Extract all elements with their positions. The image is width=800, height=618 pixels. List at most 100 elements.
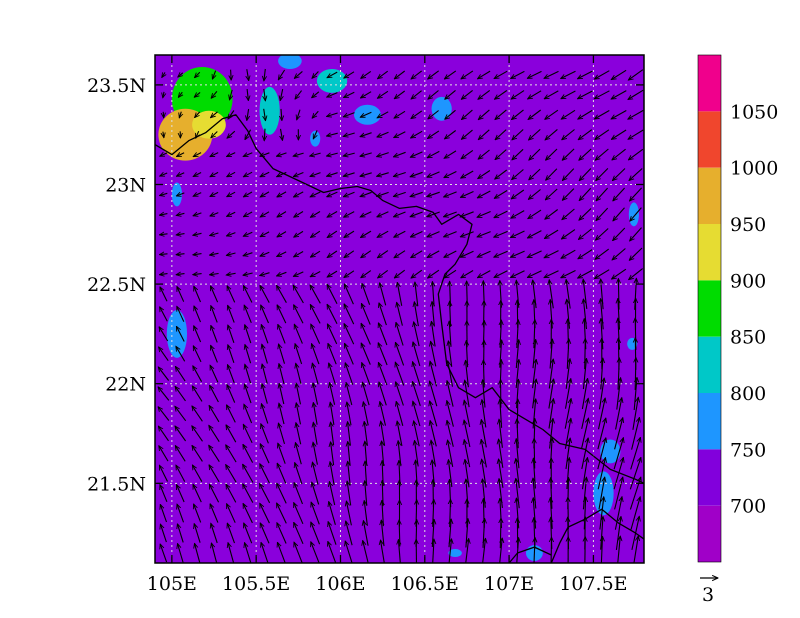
- wind-vector: [293, 285, 304, 304]
- wind-vector: [448, 460, 453, 488]
- wind-vector: [294, 251, 304, 257]
- wind-vector: [529, 168, 541, 180]
- wind-vector: [310, 324, 321, 344]
- wind-vector: [630, 227, 642, 241]
- wind-vector: [178, 91, 182, 97]
- wind-vector: [326, 324, 338, 345]
- wind-vector: [264, 68, 265, 81]
- contour-patch: [448, 549, 462, 558]
- wind-vector: [410, 151, 423, 158]
- wind-vector: [562, 188, 575, 201]
- y-tick-label: 22.5N: [87, 274, 146, 296]
- wind-vector: [163, 91, 164, 98]
- wind-vector: [210, 504, 219, 523]
- wind-vector: [430, 401, 438, 427]
- wind-vector: [192, 386, 203, 402]
- wind-vector: [534, 419, 535, 449]
- wind-vector: [243, 286, 253, 303]
- contour-patch: [628, 202, 639, 227]
- wind-vector: [244, 523, 253, 544]
- wind-vector: [532, 359, 537, 389]
- wind-vector: [347, 481, 352, 506]
- wind-vector: [534, 518, 535, 549]
- wind-vector: [494, 190, 508, 199]
- wind-vector: [550, 300, 552, 329]
- wind-vector: [414, 421, 420, 447]
- wind-vector: [243, 231, 253, 237]
- wind-vector: [499, 459, 504, 488]
- wind-vector: [331, 442, 335, 466]
- wind-vector: [328, 343, 337, 365]
- wind-vector: [330, 402, 335, 425]
- wind-vector: [210, 253, 219, 255]
- colorbar-label: 750: [730, 439, 766, 461]
- wind-vector: [160, 485, 168, 503]
- wind-vector: [460, 250, 474, 258]
- wind-vector: [495, 90, 508, 100]
- wind-vector: [377, 211, 389, 218]
- wind-vector: [211, 131, 218, 138]
- wind-vector: [163, 111, 164, 118]
- wind-vector: [260, 171, 270, 178]
- wind-vector: [561, 109, 576, 119]
- wind-vector: [464, 400, 471, 428]
- wind-vector: [399, 460, 400, 487]
- wind-vector: [312, 71, 319, 79]
- wind-vector: [534, 300, 535, 329]
- wind-vector: [243, 444, 254, 463]
- wind-vector: [193, 213, 202, 216]
- wind-vector: [615, 398, 622, 430]
- wind-vector: [565, 359, 570, 389]
- wind-vector: [361, 230, 372, 237]
- wind-vector: [329, 502, 336, 525]
- wind-vector: [545, 188, 558, 200]
- wind-vector: [313, 383, 319, 405]
- wind-vector: [533, 280, 537, 309]
- wind-vector: [632, 397, 638, 430]
- colorbar-box: [698, 167, 721, 224]
- wind-vector: [565, 438, 570, 469]
- wind-vector: [193, 172, 202, 177]
- wind-vector: [193, 366, 203, 382]
- wind-vector: [595, 148, 609, 160]
- wind-vector: [394, 131, 406, 139]
- boundary-line: [155, 114, 644, 484]
- wind-vector: [611, 110, 627, 120]
- wind-vector: [192, 484, 202, 503]
- wind-vector: [293, 522, 304, 545]
- wind-vector: [397, 302, 403, 326]
- wind-vector: [398, 441, 402, 467]
- wind-vector: [330, 462, 335, 486]
- wind-vector: [378, 323, 388, 346]
- wind-vector: [261, 424, 269, 444]
- wind-vector: [226, 445, 237, 463]
- wind-vector: [466, 519, 468, 548]
- wind-vector: [614, 418, 623, 450]
- x-tick-label: 107.5E: [559, 573, 627, 595]
- wind-vector: [579, 168, 592, 181]
- wind-vector: [159, 446, 169, 462]
- wind-vector: [331, 422, 335, 446]
- wind-vector: [243, 464, 254, 483]
- colorbar: 700 750 800 850 900 950 1000 1050: [697, 54, 778, 563]
- wind-vector: [477, 210, 491, 218]
- wind-vector: [448, 440, 454, 468]
- wind-vector: [629, 268, 643, 280]
- wind-vector: [377, 172, 389, 177]
- wind-vector: [411, 250, 423, 258]
- wind-vector: [360, 211, 372, 218]
- contour-patch: [431, 96, 452, 121]
- wind-vector: [277, 191, 287, 197]
- wind-vector: [210, 274, 219, 275]
- wind-vector: [529, 128, 541, 140]
- wind-vector: [176, 213, 185, 215]
- wind-vector: [478, 109, 490, 120]
- wind-vector: [348, 461, 351, 486]
- wind-vector: [193, 152, 202, 158]
- wind-vector: [227, 171, 236, 177]
- wind-vector: [460, 231, 474, 237]
- wind-vector: [243, 171, 253, 177]
- wind-vector: [512, 129, 524, 140]
- wind-vector: [613, 438, 623, 470]
- wind-vector: [245, 543, 252, 563]
